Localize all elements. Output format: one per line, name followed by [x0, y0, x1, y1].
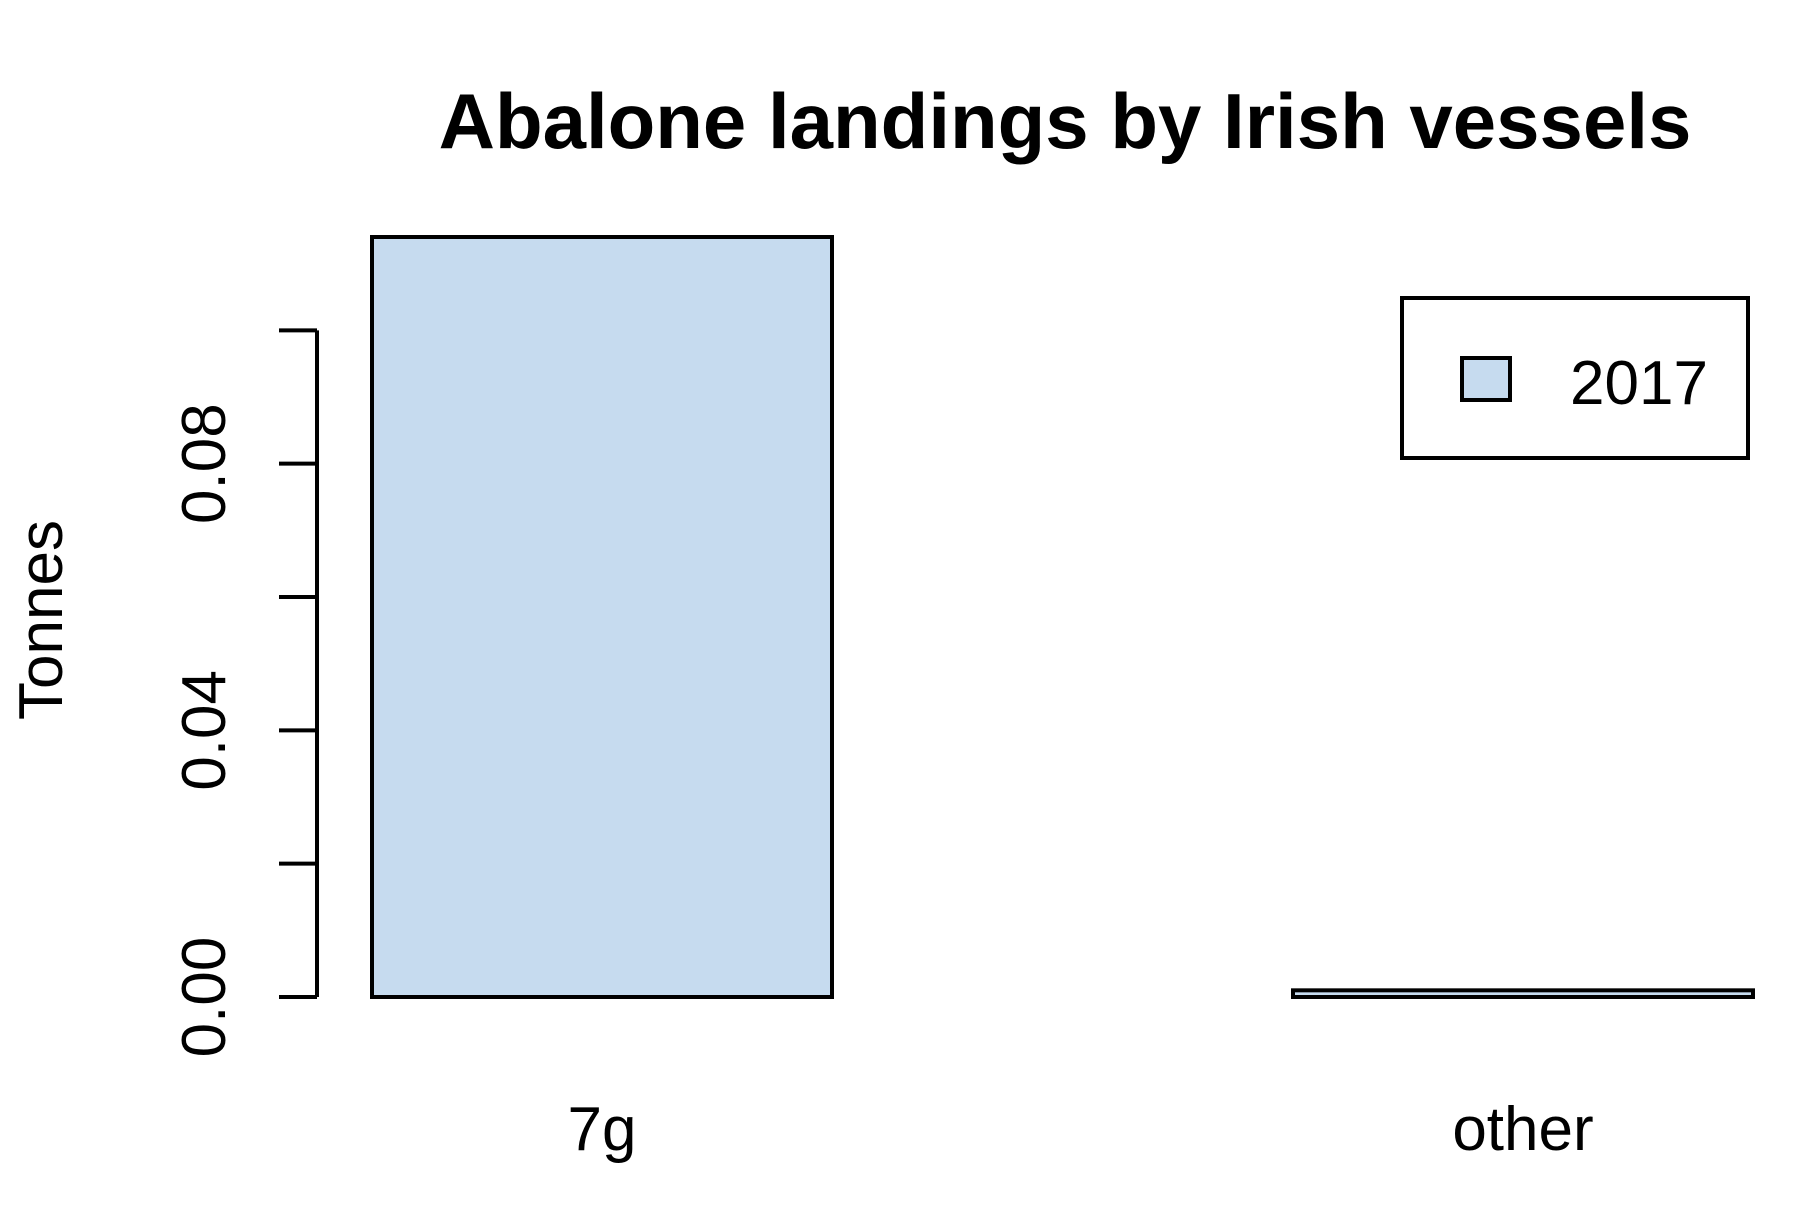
legend-swatch-2017	[1460, 356, 1512, 402]
chart-title: Abalone landings by Irish vessels	[439, 77, 1692, 165]
y-tick-label: 0.08	[170, 403, 239, 524]
y-axis: 0.00 0.04 0.08	[170, 328, 319, 1058]
y-tick-label: 0.04	[170, 670, 239, 791]
legend: 2017	[1400, 296, 1750, 460]
legend-box	[1400, 296, 1750, 460]
bar-7g	[370, 235, 834, 999]
bar-other	[1291, 988, 1755, 999]
y-axis-label: Tonnes	[7, 520, 76, 720]
x-tick-label: other	[1452, 1095, 1593, 1164]
x-axis-labels: 7g other	[568, 1095, 1594, 1164]
x-tick-label: 7g	[568, 1095, 637, 1164]
bars	[370, 235, 1755, 999]
legend-label-2017: 2017	[1570, 349, 1708, 418]
y-tick-label: 0.00	[170, 937, 239, 1058]
